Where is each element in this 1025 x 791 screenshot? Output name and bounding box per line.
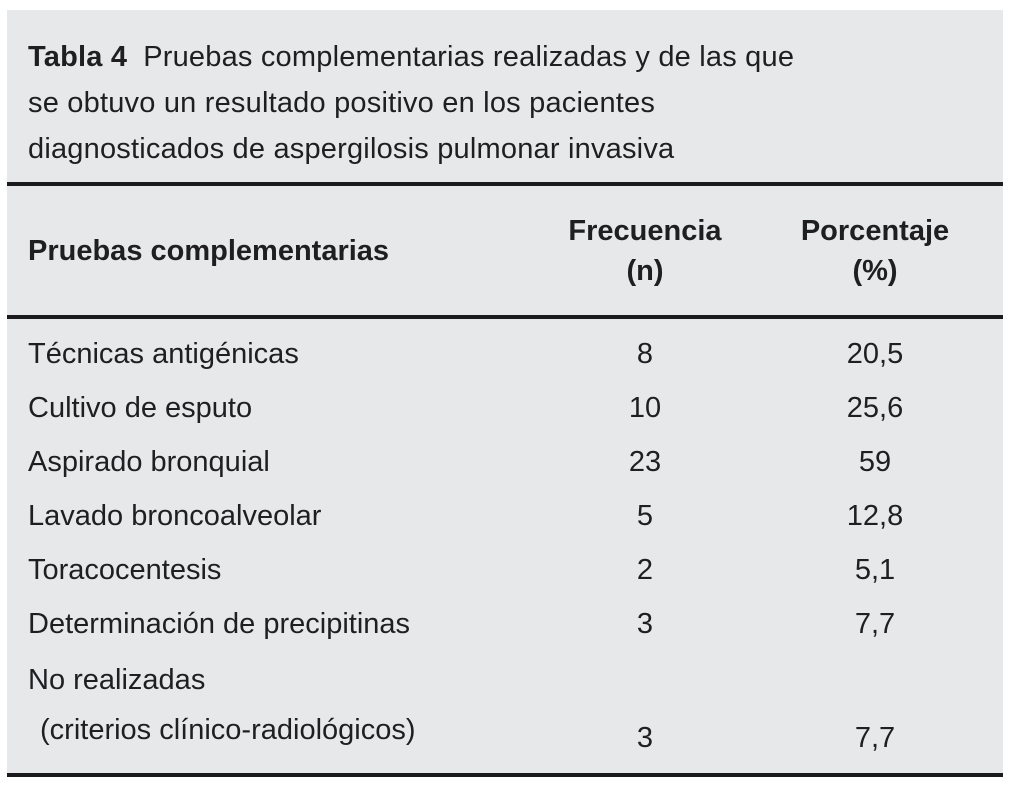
row-frequency: 3 — [636, 607, 654, 640]
row-label-line2: (criterios clínico-radiológicos) — [40, 714, 416, 746]
column-header-frecuencia: Frecuencia (n) — [568, 214, 722, 287]
row-percentage: 5,1 — [854, 553, 896, 586]
rule-header — [7, 315, 1003, 319]
row-label: Toracocentesis — [28, 553, 222, 586]
table-row: Toracocentesis 2 5,1 — [7, 543, 1003, 597]
table-row: No realizadas (criterios clínico-radioló… — [7, 651, 1003, 761]
table-header-row: Pruebas complementarias Frecuencia (n) P… — [7, 186, 1003, 315]
column-header-pruebas: Pruebas complementarias — [28, 234, 390, 267]
row-label: Lavado broncoalveolar — [28, 499, 322, 532]
row-frequency: 5 — [636, 499, 654, 532]
row-percentage: 25,6 — [846, 391, 904, 424]
row-percentage: 7,7 — [854, 722, 896, 754]
table-row: Lavado broncoalveolar 5 12,8 — [7, 489, 1003, 543]
table-row: Aspirado bronquial 23 59 — [7, 435, 1003, 489]
row-percentage: 7,7 — [854, 607, 896, 640]
row-frequency: 23 — [628, 445, 662, 478]
table-caption-label: Tabla 4 — [28, 41, 128, 73]
row-percentage: 59 — [858, 445, 892, 478]
row-frequency: 10 — [628, 391, 662, 424]
row-label: Cultivo de esputo — [28, 391, 253, 424]
row-label: No realizadas (criterios clínico-radioló… — [28, 655, 518, 755]
table-body: Técnicas antigénicas 8 20,5 Cultivo de e… — [7, 319, 1003, 773]
table-row: Cultivo de esputo 10 25,6 — [7, 381, 1003, 435]
table-row: Técnicas antigénicas 8 20,5 — [7, 327, 1003, 381]
row-percentage: 12,8 — [846, 499, 904, 532]
row-frequency: 2 — [636, 553, 654, 586]
row-label: Aspirado bronquial — [28, 445, 270, 478]
row-label: Técnicas antigénicas — [28, 337, 299, 370]
row-frequency: 3 — [636, 722, 654, 754]
row-percentage: 20,5 — [846, 337, 904, 370]
row-label-line1: No realizadas — [28, 664, 206, 696]
row-frequency: 8 — [636, 337, 654, 370]
rule-bottom — [7, 773, 1003, 777]
table-panel: Tabla 4 Pruebas complementarias realizada… — [7, 10, 1003, 777]
table-row: Determinación de precipitinas 3 7,7 — [7, 597, 1003, 651]
row-label: Determinación de precipitinas — [28, 607, 411, 640]
table-caption: Tabla 4 Pruebas complementarias realizada… — [7, 10, 1003, 182]
table-caption-text: Pruebas complementarias realizadas y de … — [28, 41, 795, 165]
column-header-porcentaje: Porcentaje (%) — [800, 214, 950, 287]
rule-top — [7, 182, 1003, 186]
